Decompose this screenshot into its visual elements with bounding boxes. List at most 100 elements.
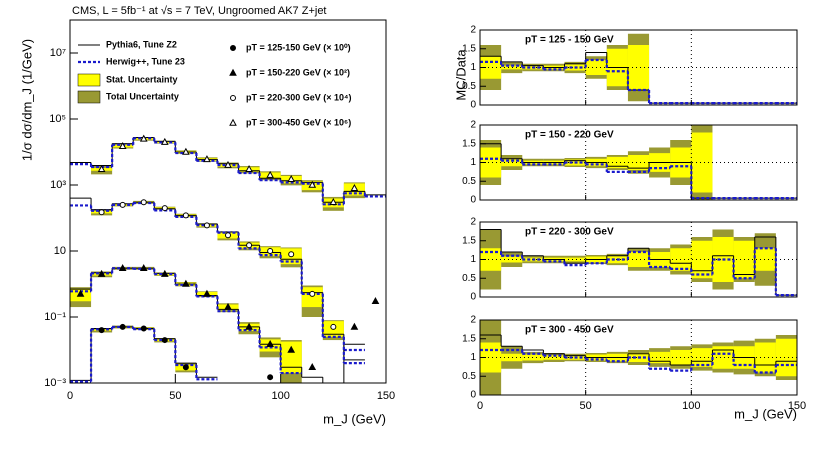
y-tick-label: 10⁷: [50, 47, 66, 59]
uncertainty-band: [480, 248, 502, 271]
legend-marker: [230, 45, 236, 51]
legend-label: pT = 220-300 GeV (× 10⁴): [246, 92, 352, 102]
data-point: [97, 269, 106, 277]
y-tick-label: 0.5: [462, 371, 476, 382]
uncertainty-band: [691, 132, 713, 193]
y-tick-label: 1.5: [462, 43, 476, 54]
data-point: [203, 222, 210, 229]
y-tick-label: 1.5: [462, 138, 476, 149]
data-point: [118, 141, 127, 149]
plot-layer: [480, 222, 797, 297]
y-tick-label: 1: [470, 352, 476, 363]
data-point: [267, 248, 274, 254]
uncertainty-band: [480, 147, 502, 178]
y-axis-label: 1/σ dσ/dm_J (1/GeV): [19, 39, 34, 161]
y-tick-label: 2: [470, 217, 476, 228]
data-point: [182, 212, 189, 219]
uncertainty-band: [501, 158, 523, 167]
legend-label: pT = 150-220 GeV (× 10²): [246, 67, 350, 77]
plot-layer: [480, 320, 797, 395]
y-axis-label: MC/Data: [453, 49, 468, 101]
data-point: [98, 327, 105, 334]
y-tick-label: 10: [54, 245, 66, 257]
plot-layer: [480, 30, 797, 105]
y-tick-label: 2: [470, 120, 476, 131]
data-point: [119, 201, 126, 208]
y-tick-label: 0: [470, 195, 476, 206]
y-tick-label: 0: [470, 390, 476, 401]
y-tick-label: 10⁻¹: [44, 311, 66, 323]
data-point: [245, 322, 253, 330]
uncertainty-band: [775, 338, 797, 377]
x-tick-label: 100: [682, 400, 700, 412]
x-tick-label: 50: [169, 390, 181, 402]
legend-label: Stat. Uncertainty: [106, 74, 178, 84]
y-tick-label: 10³: [50, 179, 66, 191]
panel-label: pT = 220 - 300 GeV: [525, 227, 614, 238]
uncertainty-band: [301, 287, 323, 308]
legend-label: Pythia6, Tune Z2: [106, 39, 177, 49]
x-tick-label: 150: [788, 400, 806, 412]
y-tick-label: 2: [470, 25, 476, 36]
uncertainty-band: [754, 248, 776, 271]
panel-label: pT = 300 - 450 GeV: [525, 325, 614, 336]
y-tick-label: 10⁻³: [44, 377, 66, 389]
y-tick-label: 1: [470, 62, 476, 73]
uncertainty-band: [564, 257, 586, 262]
data-point: [139, 134, 148, 142]
legend-label: Total Uncertainty: [106, 91, 179, 101]
y-tick-label: 0: [470, 100, 476, 111]
data-point: [140, 325, 147, 332]
data-point: [266, 170, 274, 178]
legend-label: pT = 300-450 GeV (× 10⁶): [246, 117, 351, 127]
data-point: [182, 364, 189, 371]
y-tick-label: 2: [470, 315, 476, 326]
uncertainty-band: [501, 256, 523, 263]
data-point: [97, 165, 106, 173]
uncertainty-band: [606, 156, 628, 169]
data-point: [203, 155, 211, 163]
legend-swatch: [77, 90, 101, 104]
data-point: [182, 147, 190, 155]
data-point: [350, 322, 359, 330]
panel-label: pT = 150 - 220 GeV: [525, 130, 614, 141]
data-point: [98, 209, 105, 216]
x-tick-label: 50: [580, 400, 592, 412]
legend-swatch: [77, 73, 101, 87]
legend-label: pT = 125-150 GeV (× 10⁰): [246, 42, 351, 52]
data-point: [224, 302, 232, 310]
data-point: [288, 251, 295, 258]
x-tick-label: 150: [377, 390, 395, 402]
y-tick-label: 1.5: [462, 333, 476, 344]
data-point: [245, 165, 253, 173]
data-point: [371, 297, 380, 305]
y-tick-label: 10⁵: [49, 113, 66, 125]
data-point: [287, 174, 296, 182]
data-point: [308, 180, 317, 188]
x-tick-label: 0: [477, 400, 483, 412]
data-point: [76, 289, 85, 297]
data-point: [287, 345, 296, 353]
data-point: [308, 363, 317, 371]
data-point: [266, 339, 274, 347]
data-point: [119, 323, 126, 330]
y-tick-label: 1: [470, 254, 476, 265]
uncertainty-band: [691, 348, 713, 367]
uncertainty-band: [501, 65, 523, 70]
chart-title: CMS, L = 5fb⁻¹ at √s = 7 TeV, Ungroomed …: [72, 5, 327, 17]
data-point: [182, 279, 190, 287]
y-tick-label: 1: [470, 157, 476, 168]
data-point: [161, 205, 168, 212]
data-point: [160, 137, 169, 145]
data-point: [225, 232, 231, 239]
y-tick-label: 0.5: [462, 81, 476, 92]
legend-marker: [229, 118, 237, 126]
data-point: [309, 290, 316, 297]
data-point: [161, 337, 168, 344]
uncertainty-band: [691, 240, 713, 279]
data-point: [267, 374, 274, 381]
y-tick-label: 1.5: [462, 235, 476, 246]
data-point: [140, 199, 147, 206]
